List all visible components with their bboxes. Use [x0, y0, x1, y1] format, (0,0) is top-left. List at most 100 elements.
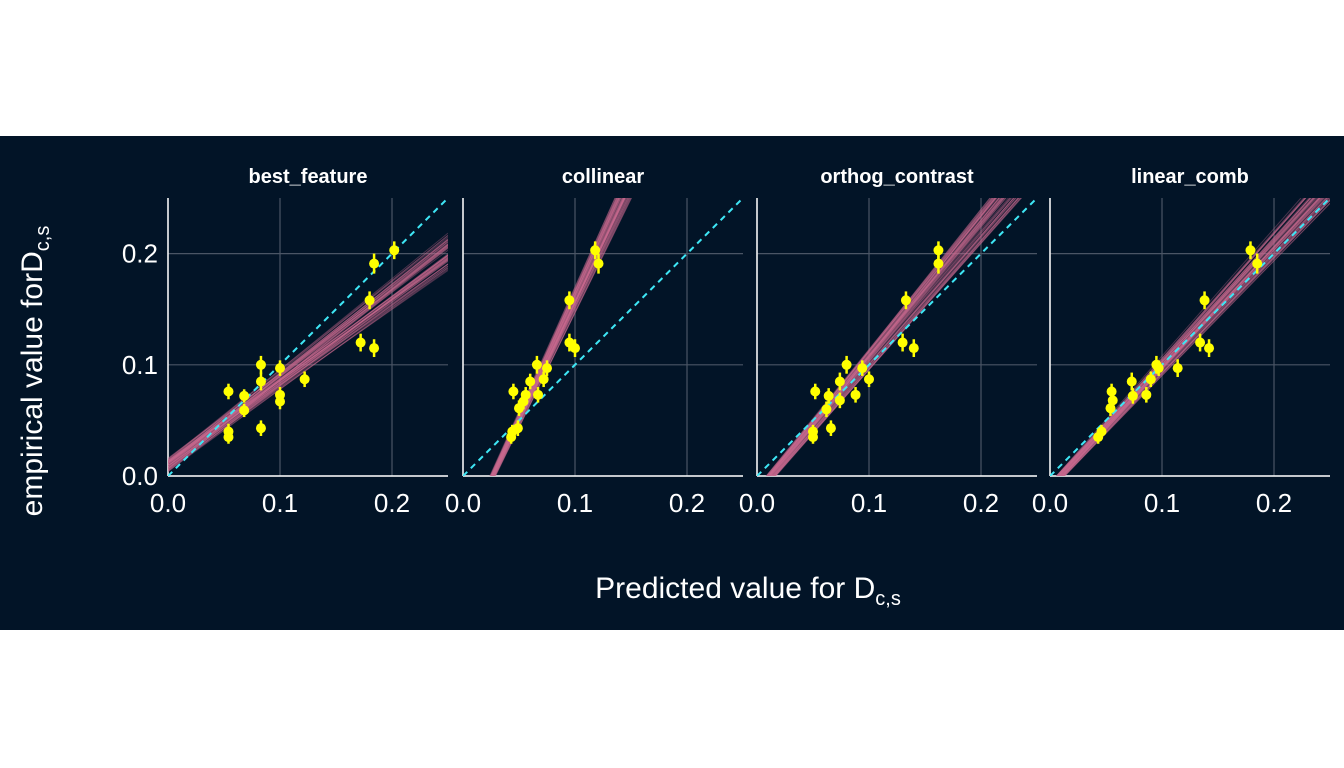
fit-draw-line — [168, 239, 448, 463]
fit-draw-line — [168, 263, 448, 470]
fit-draw-line — [767, 198, 1009, 476]
fit-draw-line — [490, 198, 618, 476]
fit-draw-line — [765, 198, 993, 476]
data-point — [908, 343, 919, 354]
y-axis-label: empirical value forDc,s — [16, 226, 54, 517]
fit-draw-line — [168, 255, 448, 472]
fit-draw-line — [491, 198, 618, 476]
fit-draw-line — [168, 265, 448, 472]
fit-draw-line — [168, 247, 448, 459]
fit-draw-line — [1057, 198, 1322, 476]
fit-draw-line — [493, 198, 625, 476]
fit-draw-line — [168, 241, 448, 465]
data-point — [821, 404, 832, 415]
data-point — [1245, 245, 1256, 256]
fit-draw-line — [770, 198, 996, 476]
fit-draw-line — [168, 259, 448, 471]
fit-draw-line — [1064, 200, 1330, 476]
fit-draw-line — [492, 198, 622, 476]
fit-draw-line — [1063, 198, 1330, 476]
fit-draw-line — [773, 198, 996, 476]
data-point — [369, 343, 380, 354]
x-tick-label: 0.0 — [150, 488, 186, 518]
y-axis-label-symbol: D — [16, 251, 49, 273]
data-point — [512, 423, 523, 434]
fit-draw-line — [168, 255, 448, 463]
fit-draw-line — [168, 245, 448, 465]
fit-draw-line — [494, 198, 631, 476]
data-point — [1127, 390, 1138, 401]
fit-draw-line — [168, 245, 448, 463]
data-point — [1199, 295, 1210, 306]
fit-draw-line — [168, 259, 448, 462]
fit-draw-line — [168, 267, 448, 471]
fit-draw-line — [494, 198, 633, 476]
fit-draw-line — [490, 198, 617, 476]
facet-title: collinear — [562, 166, 644, 188]
fit-draw-line — [773, 198, 1012, 476]
data-point — [255, 423, 266, 434]
fit-draw-line — [492, 198, 624, 476]
fit-draw-line — [492, 198, 622, 476]
fit-draw-line — [490, 198, 618, 476]
fit-draw-line — [168, 246, 448, 469]
data-point — [570, 343, 580, 354]
fit-draw-line — [168, 256, 448, 470]
fit-draw-line — [768, 198, 1017, 476]
data-point — [1126, 376, 1137, 387]
fit-draw-line — [492, 198, 620, 476]
fit-draw-line — [492, 198, 620, 476]
x-tick-label: 0.1 — [1144, 488, 1180, 518]
fit-draw-line — [490, 198, 620, 476]
fit-draw-line — [769, 198, 1003, 476]
fit-draw-line — [168, 244, 448, 470]
fit-draw-line — [767, 198, 1005, 476]
fit-draw-line — [493, 198, 626, 476]
data-point — [850, 389, 861, 400]
data-point — [897, 337, 908, 348]
fit-draw-line — [769, 198, 1011, 476]
fit-draw-line — [765, 198, 1004, 476]
fit-draw-line — [769, 198, 1015, 476]
plot-area — [168, 198, 448, 476]
fit-draw-line — [492, 198, 625, 476]
fit-draw-line — [491, 198, 618, 476]
fit-draw-line — [769, 198, 995, 476]
panel-linear_comb: linear_comb 0.0 0.1 0.2 — [1032, 166, 1330, 518]
data-point — [590, 245, 601, 256]
x-tick-label: 0.0 — [445, 488, 481, 518]
x-axis-label-main: Predicted value for — [595, 572, 853, 605]
fit-draw-line — [773, 198, 1020, 476]
fit-draw-line — [768, 198, 998, 476]
data-point — [823, 390, 834, 401]
fit-draw-line — [774, 198, 1022, 476]
fit-draw-line — [768, 198, 992, 476]
data-point — [1107, 395, 1118, 406]
data-point — [841, 359, 852, 370]
data-point — [933, 245, 944, 256]
fit-draw-line — [1063, 198, 1329, 476]
data-point — [810, 386, 821, 397]
fit-draw-line — [770, 198, 1000, 476]
data-point — [1204, 343, 1215, 354]
fit-draw-line — [492, 198, 621, 476]
data-point — [533, 389, 544, 400]
fit-draw-line — [770, 198, 1005, 476]
fit-draw-line — [492, 198, 626, 476]
fit-draw-line — [168, 253, 448, 466]
x-tick-label: 0.2 — [1256, 488, 1292, 518]
fit-draw-line — [491, 198, 621, 476]
data-point — [525, 376, 536, 387]
fit-draw-line — [168, 259, 448, 462]
fit-draw-line — [770, 198, 1006, 476]
fit-draw-line — [768, 198, 1001, 476]
data-point — [255, 359, 266, 370]
fit-draw-line — [489, 198, 616, 476]
fit-draw-line — [168, 234, 448, 464]
fit-draw-line — [767, 198, 994, 476]
fit-draw-line — [767, 198, 1002, 476]
fit-draw-line — [767, 198, 997, 476]
fit-draw-line — [494, 198, 631, 476]
fit-draw-line — [494, 198, 629, 476]
fit-draw-line — [168, 255, 448, 462]
